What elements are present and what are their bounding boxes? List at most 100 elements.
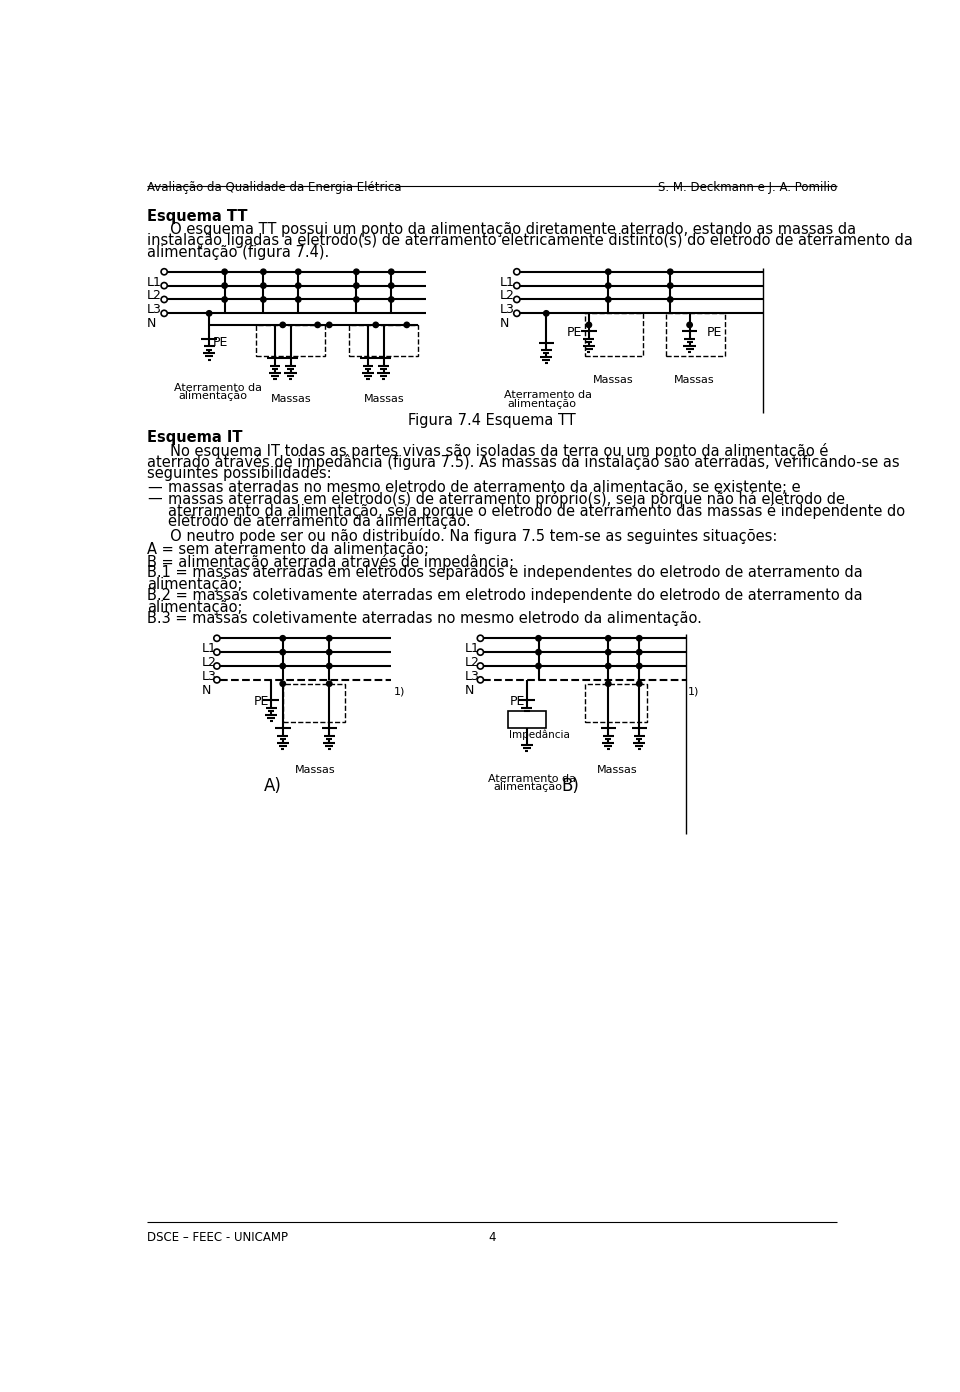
Text: aterrado através de impedância (figura 7.5). As massas da instalação são aterrad: aterrado através de impedância (figura 7… <box>147 454 900 470</box>
Circle shape <box>296 283 301 288</box>
Circle shape <box>606 269 611 274</box>
Circle shape <box>667 283 673 288</box>
Text: PE: PE <box>254 695 270 709</box>
Circle shape <box>667 269 673 274</box>
Text: S. M. Deckmann e J. A. Pomilio: S. M. Deckmann e J. A. Pomilio <box>658 181 837 193</box>
Circle shape <box>296 296 301 302</box>
Text: Massas: Massas <box>596 764 637 774</box>
Bar <box>585 313 643 356</box>
Circle shape <box>514 296 520 302</box>
Text: Massas: Massas <box>271 394 312 404</box>
Text: alimentação: alimentação <box>493 782 563 792</box>
Bar <box>585 683 647 722</box>
Text: B = alimentação aterrada através de impedância;: B = alimentação aterrada através de impe… <box>147 554 515 569</box>
Bar <box>348 324 419 356</box>
Text: Aterramento da: Aterramento da <box>504 390 591 401</box>
Text: Massas: Massas <box>295 764 335 774</box>
Text: Massas: Massas <box>674 374 715 386</box>
Circle shape <box>606 650 611 654</box>
Circle shape <box>280 664 285 668</box>
Circle shape <box>214 663 220 670</box>
Circle shape <box>636 664 642 668</box>
Circle shape <box>161 310 167 316</box>
Circle shape <box>261 283 266 288</box>
Circle shape <box>687 322 692 327</box>
Circle shape <box>280 650 285 654</box>
Text: 4: 4 <box>489 1231 495 1244</box>
Circle shape <box>606 283 611 288</box>
Text: 1): 1) <box>688 686 700 696</box>
Text: —: — <box>147 491 162 507</box>
Text: massas aterradas em eletrodo(s) de aterramento próprio(s), seja porque não há el: massas aterradas em eletrodo(s) de aterr… <box>168 491 845 507</box>
Text: L2: L2 <box>500 290 515 302</box>
Text: L3: L3 <box>500 303 515 316</box>
Circle shape <box>514 269 520 274</box>
Text: A = sem aterramento da alimentação;: A = sem aterramento da alimentação; <box>147 541 429 557</box>
Text: alimentação (figura 7.4).: alimentação (figura 7.4). <box>147 245 329 260</box>
Text: alimentação: alimentação <box>179 391 247 401</box>
Text: Aterramento da: Aterramento da <box>175 383 262 393</box>
Circle shape <box>222 296 228 302</box>
Text: alimentação: alimentação <box>508 400 577 409</box>
Text: L3: L3 <box>465 670 480 683</box>
Text: No esquema IT todas as partes vivas são isoladas da terra ou um ponto da aliment: No esquema IT todas as partes vivas são … <box>147 443 828 459</box>
Circle shape <box>261 296 266 302</box>
Circle shape <box>214 649 220 656</box>
Text: alimentação;: alimentação; <box>147 600 243 615</box>
Text: O esquema TT possui um ponto da alimentação diretamente aterrado, estando as mas: O esquema TT possui um ponto da alimenta… <box>147 221 856 237</box>
Circle shape <box>326 322 332 327</box>
Text: eletrodo de aterramento da alimentação.: eletrodo de aterramento da alimentação. <box>168 514 470 529</box>
Circle shape <box>389 283 394 288</box>
Circle shape <box>161 283 167 288</box>
Text: instalação ligadas a eletrodo(s) de aterramento eletricamente distinto(s) do ele: instalação ligadas a eletrodo(s) de ater… <box>147 234 913 248</box>
Text: aterramento da alimentação, seja porque o eletrodo de aterramento das massas é i: aterramento da alimentação, seja porque … <box>168 503 905 519</box>
Circle shape <box>280 681 285 686</box>
Circle shape <box>326 664 332 668</box>
Circle shape <box>353 269 359 274</box>
Circle shape <box>296 269 301 274</box>
Text: O neutro pode ser ou não distribuído. Na figura 7.5 tem-se as seguintes situaçõe: O neutro pode ser ou não distribuído. Na… <box>147 528 778 544</box>
Circle shape <box>606 636 611 640</box>
Text: L1: L1 <box>500 276 515 288</box>
Text: DSCE – FEEC - UNICAMP: DSCE – FEEC - UNICAMP <box>147 1231 288 1244</box>
Text: L1: L1 <box>147 276 162 288</box>
Circle shape <box>477 649 484 656</box>
Text: N: N <box>465 683 474 697</box>
Text: L1: L1 <box>465 642 480 656</box>
Circle shape <box>636 650 642 654</box>
Text: Figura 7.4 Esquema TT: Figura 7.4 Esquema TT <box>408 413 576 429</box>
Text: alimentação;: alimentação; <box>147 576 243 592</box>
Circle shape <box>606 296 611 302</box>
Text: Massas: Massas <box>364 394 405 404</box>
Circle shape <box>326 636 332 640</box>
Text: PE: PE <box>213 337 228 349</box>
Circle shape <box>389 269 394 274</box>
Circle shape <box>373 322 378 327</box>
Bar <box>508 711 546 728</box>
Circle shape <box>477 677 484 683</box>
Circle shape <box>404 322 410 327</box>
Circle shape <box>587 322 591 327</box>
Text: 1): 1) <box>394 686 405 696</box>
Text: Impedância: Impedância <box>509 729 570 739</box>
Text: L3: L3 <box>202 670 216 683</box>
Text: L3: L3 <box>147 303 162 316</box>
Circle shape <box>606 664 611 668</box>
Text: PE: PE <box>510 695 525 709</box>
Text: B.1 = massas aterradas em eletrodos separados e independentes do eletrodo de ate: B.1 = massas aterradas em eletrodos sepa… <box>147 565 863 580</box>
Text: L2: L2 <box>465 656 480 670</box>
Text: L2: L2 <box>202 656 216 670</box>
Circle shape <box>389 296 394 302</box>
Bar <box>283 683 345 722</box>
Circle shape <box>353 283 359 288</box>
Text: Aterramento da: Aterramento da <box>488 774 576 784</box>
Circle shape <box>161 296 167 302</box>
Text: Esquema IT: Esquema IT <box>147 430 243 445</box>
Circle shape <box>206 310 212 316</box>
Circle shape <box>606 681 611 686</box>
Text: L2: L2 <box>147 290 162 302</box>
Text: L1: L1 <box>202 642 216 656</box>
Circle shape <box>261 269 266 274</box>
Circle shape <box>477 635 484 642</box>
Circle shape <box>543 310 549 316</box>
